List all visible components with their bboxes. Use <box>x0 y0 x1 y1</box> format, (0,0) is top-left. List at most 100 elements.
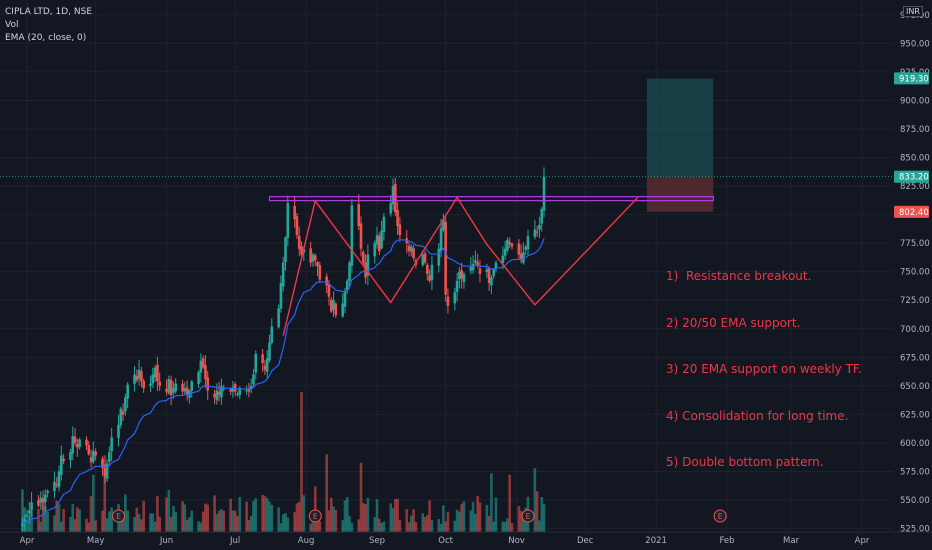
volume-bar <box>254 498 258 532</box>
chart-legend: CIPLA LTD, 1D, NSE Vol EMA (20, close, 0… <box>5 6 92 45</box>
candle-body <box>149 383 152 386</box>
legend-ema[interactable]: EMA (20, close, 0) <box>5 33 87 43</box>
volume-bar <box>361 503 365 532</box>
candle-body <box>261 354 264 364</box>
legend-volume[interactable]: Vol <box>5 20 19 30</box>
pattern-zigzag <box>282 196 639 336</box>
volume-bar <box>158 516 161 532</box>
volume-bar <box>503 521 507 532</box>
candle-body <box>39 497 43 503</box>
note-4: 4) Consolidation for long time. <box>666 408 849 423</box>
time-axis-bg <box>0 532 932 550</box>
candle-body <box>426 264 429 274</box>
volume-bar <box>73 519 77 532</box>
candle-body <box>252 374 255 385</box>
candle-body <box>332 300 335 310</box>
volume-bar <box>263 496 267 532</box>
volume-bar <box>302 495 306 532</box>
price-tag-bg <box>894 170 929 183</box>
earnings-marker[interactable]: E <box>713 509 727 523</box>
volume-bar <box>359 462 363 532</box>
candle-body <box>334 303 338 316</box>
price-tag: 802.40 <box>894 205 929 218</box>
candlesticks <box>21 167 546 536</box>
volume-bar <box>25 520 29 532</box>
price-axis[interactable]: 525.00 550.00 575.00 600.00 625.00 650.00 675.… <box>893 0 932 550</box>
volume-bar <box>522 512 525 532</box>
candle-body <box>490 277 493 286</box>
candle-body <box>247 388 251 392</box>
volume-bar <box>471 501 475 532</box>
candle-body <box>524 246 528 251</box>
volume-bar <box>185 519 189 532</box>
candle-body <box>41 498 45 503</box>
volume-bar <box>510 523 514 532</box>
price-tick-label: 700.00 <box>900 325 930 335</box>
time-axis[interactable]: Apr May Jun Jul Aug Sep Oct Nov Dec 2021 Feb Mar Apr <box>0 531 932 550</box>
candle-body <box>430 264 434 281</box>
volume-bar <box>53 515 56 532</box>
candle-body <box>21 522 24 527</box>
price-tick-label: 900.00 <box>900 96 930 106</box>
candle-body <box>503 248 507 256</box>
candle-body <box>316 262 319 266</box>
candle-body <box>373 243 377 257</box>
earnings-marker[interactable]: E <box>112 509 126 523</box>
volume-bar <box>295 503 299 532</box>
earnings-letter: E <box>526 512 531 521</box>
earnings-marker[interactable]: E <box>308 509 322 523</box>
volume-bar <box>233 510 237 532</box>
candle-body <box>364 262 367 278</box>
candle-body <box>156 364 159 382</box>
volume-bar <box>382 521 386 532</box>
candle-body <box>165 388 168 392</box>
candle-body <box>284 237 287 263</box>
volume-bar <box>519 510 523 532</box>
volume-bar <box>378 518 381 532</box>
earnings-circle <box>112 509 126 523</box>
volume-bar <box>350 523 354 532</box>
candle-body <box>153 367 157 378</box>
volume-bar <box>458 511 461 532</box>
volume-bar <box>126 510 129 532</box>
earnings-marker[interactable]: E <box>521 509 535 523</box>
price-tick-label: 875.00 <box>900 125 930 135</box>
candle-body <box>142 380 145 389</box>
volume-bar <box>247 520 251 532</box>
volume-bar <box>476 496 479 532</box>
candle-body <box>220 385 223 398</box>
price-tick-label: 825.00 <box>900 182 930 192</box>
volume-bar <box>57 504 61 532</box>
drawings[interactable] <box>0 176 893 336</box>
volume-bar <box>492 521 495 532</box>
volume-bar <box>71 503 75 532</box>
legend-symbol[interactable]: CIPLA LTD, 1D, NSE <box>5 7 93 17</box>
volume-bar <box>87 522 91 532</box>
volume-bar <box>110 507 113 532</box>
candle-body <box>391 186 395 205</box>
candle-body <box>206 377 210 391</box>
candle-body <box>295 216 299 236</box>
volume-bar <box>206 504 210 532</box>
candle-body <box>460 270 463 279</box>
candle-body <box>444 221 447 295</box>
volume-bar <box>236 516 239 532</box>
candle-body <box>92 450 95 462</box>
time-tick-label: Apr <box>20 536 35 546</box>
candle-body <box>62 458 65 462</box>
earnings-circle <box>308 509 322 523</box>
volume-bar <box>311 513 315 532</box>
candle-body <box>309 248 312 263</box>
price-tick-label: 725.00 <box>900 296 930 306</box>
volume-bar <box>426 515 429 532</box>
volume-bar <box>542 504 546 532</box>
volume-bar <box>517 505 521 532</box>
volume-bar <box>121 518 125 532</box>
position-tool[interactable] <box>646 78 714 212</box>
volume-bar <box>261 494 264 532</box>
volume-bar <box>92 474 95 532</box>
volume-bar <box>94 520 97 532</box>
currency-label[interactable]: INR <box>903 6 923 17</box>
